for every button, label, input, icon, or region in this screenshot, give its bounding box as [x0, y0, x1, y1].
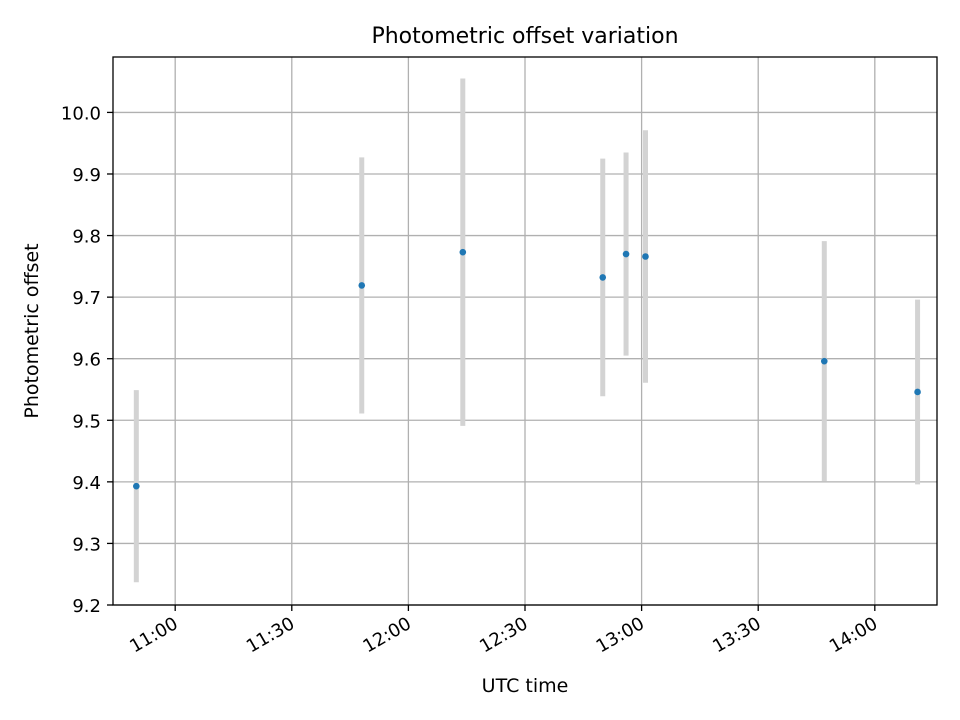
data-point: [914, 388, 921, 396]
y-tick-label: 10.0: [61, 103, 101, 124]
data-point: [133, 482, 140, 490]
y-axis-label: Photometric offset: [21, 243, 43, 418]
data-point: [820, 357, 828, 365]
y-tick-label: 9.2: [72, 596, 101, 617]
y-tick-label: 9.8: [72, 227, 101, 248]
y-tick-label: 9.5: [72, 411, 101, 432]
y-tick-label: 9.6: [72, 350, 101, 371]
data-point: [622, 250, 630, 258]
y-tick-label: 9.7: [72, 288, 101, 309]
data-point: [459, 248, 467, 256]
data-point: [358, 282, 366, 289]
x-axis-label: UTC time: [482, 675, 569, 697]
y-tick-label: 9.3: [72, 534, 101, 555]
y-tick-label: 9.9: [72, 165, 101, 186]
chart-title: Photometric offset variation: [371, 24, 678, 49]
y-axis-ticks: 9.2 9.3 9.4 9.5 9.6 9.7 9.8 9.9 10.0: [61, 103, 113, 617]
y-tick-label: 9.4: [72, 473, 101, 494]
data-points: [133, 248, 921, 490]
data-point: [599, 274, 607, 281]
grid: [113, 57, 937, 606]
data-point: [642, 253, 649, 260]
